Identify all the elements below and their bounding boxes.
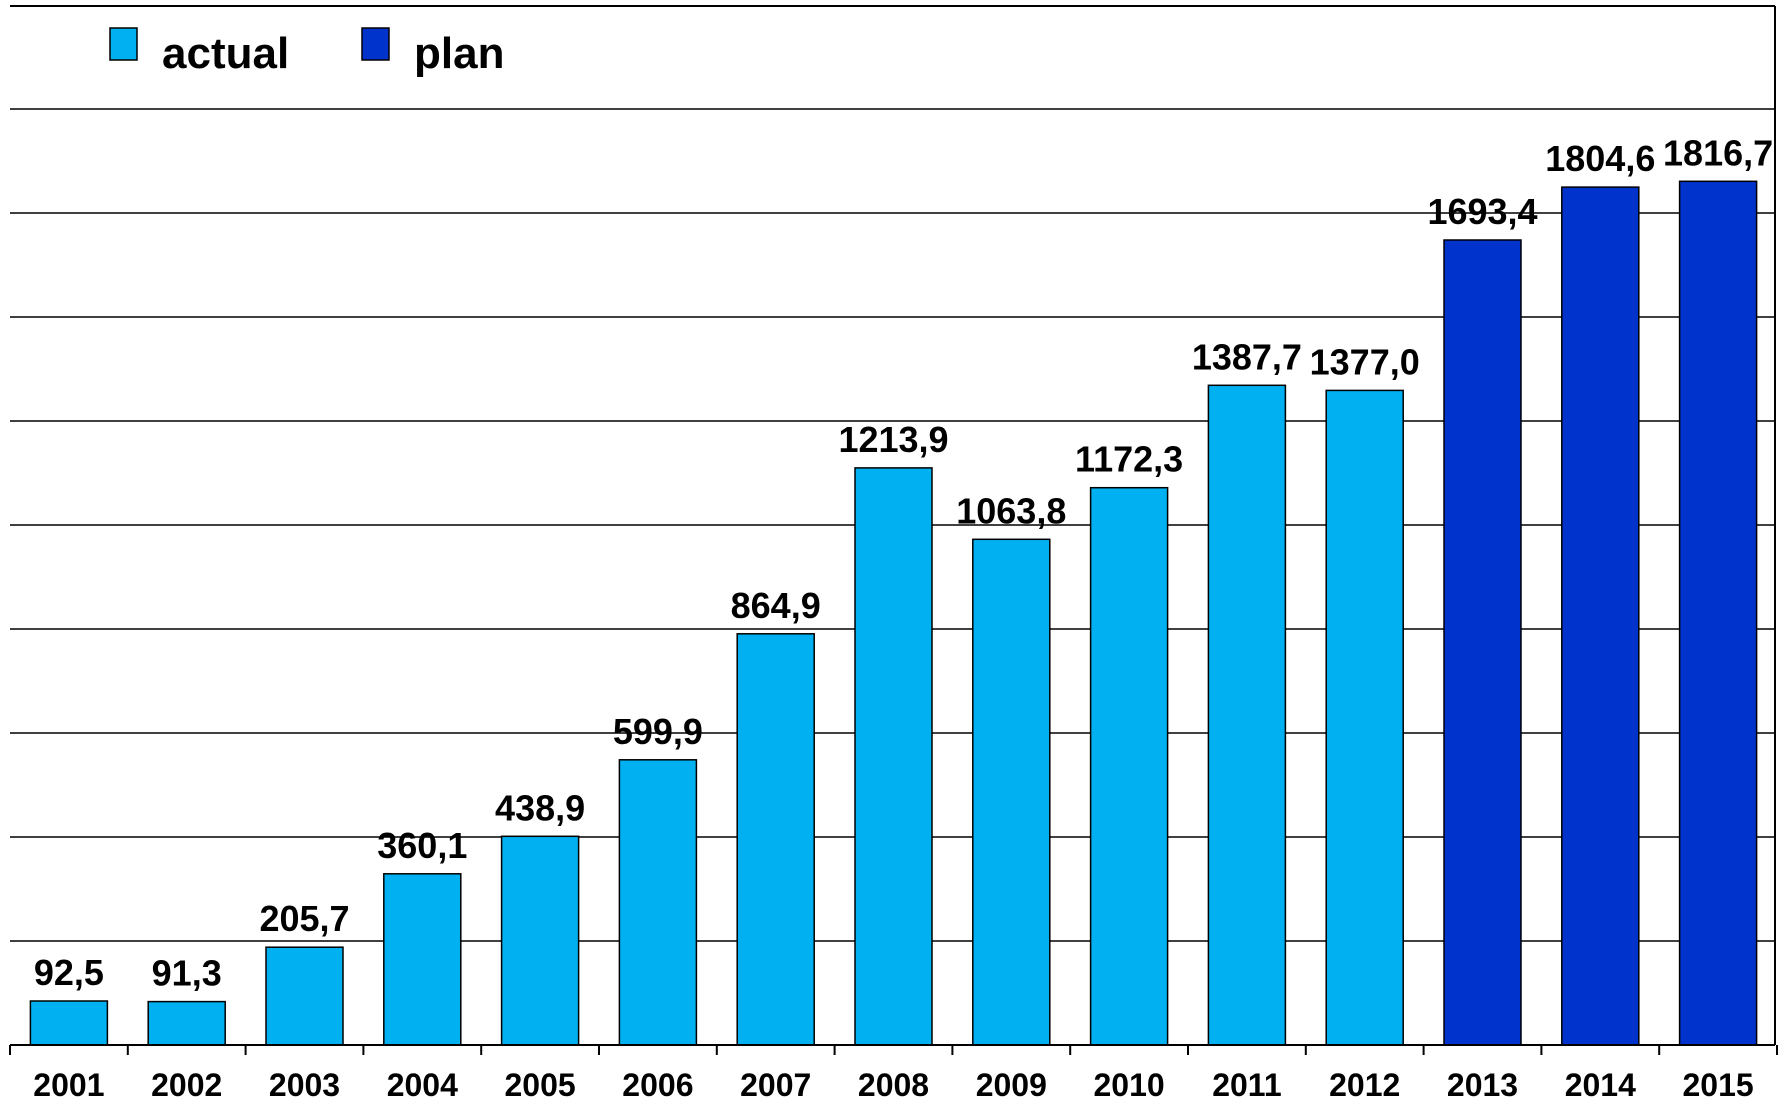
x-axis-ticks: 2001 2002 2003 2004 2005 2006 2007 2008 2009 2010…: [9, 1045, 1778, 1103]
x-tick-label-2013: 2013: [1447, 1067, 1518, 1103]
legend-label-actual: actual: [162, 29, 289, 78]
x-tick-label-2002: 2002: [151, 1067, 222, 1103]
x-tick-label-2006: 2006: [622, 1067, 693, 1103]
x-tick-label-2005: 2005: [505, 1067, 576, 1103]
legend-swatch-plan: [361, 27, 390, 61]
legend-label-plan: plan: [414, 29, 504, 78]
bar-2015: [1678, 180, 1758, 1046]
bar-value-labels: 92,5 91,3205,7360,1438,9599,9864,91213,91…: [34, 132, 1773, 993]
bar-2014: [1561, 186, 1640, 1046]
bar-value-label-2011: 1387,7: [1192, 336, 1302, 377]
bars: [29, 180, 1758, 1046]
bar-2001: [29, 1000, 109, 1046]
x-tick-label-2009: 2009: [976, 1067, 1047, 1103]
bar-2011: [1207, 384, 1287, 1046]
bar-2005: [500, 835, 580, 1046]
bar-value-label-2010: 1172,3: [1075, 439, 1183, 480]
bar-2013: [1443, 239, 1522, 1046]
bar-2004: [383, 873, 462, 1046]
bar-value-label-2001: 92,5: [34, 952, 104, 993]
bar-value-label-2009: 1063,8: [956, 490, 1066, 531]
bar-2002: [147, 1000, 226, 1046]
bar-value-label-2003: 205,7: [259, 898, 349, 939]
bar-2003: [265, 946, 344, 1046]
bar-2007: [736, 633, 815, 1046]
bar-2010: [1089, 486, 1169, 1046]
x-tick-label-2007: 2007: [740, 1067, 811, 1103]
x-tick-label-2014: 2014: [1565, 1067, 1636, 1103]
x-tick-label-2010: 2010: [1094, 1067, 1165, 1103]
bar-value-label-2005: 438,9: [495, 787, 585, 828]
x-tick-label-2008: 2008: [858, 1067, 929, 1103]
x-tick-label-2015: 2015: [1683, 1067, 1754, 1103]
bar-value-label-2008: 1213,9: [838, 419, 948, 460]
x-tick-label-2012: 2012: [1329, 1067, 1400, 1103]
x-tick-label-2001: 2001: [33, 1067, 104, 1103]
bar-value-label-2002: 91,3: [152, 953, 222, 994]
bar-2009: [972, 538, 1051, 1046]
bar-value-label-2004: 360,1: [377, 825, 467, 866]
bar-value-label-2006: 599,9: [613, 711, 703, 752]
bar-2008: [854, 467, 933, 1046]
bar-2006: [618, 759, 698, 1046]
x-tick-label-2011: 2011: [1212, 1067, 1281, 1103]
x-tick-label-2004: 2004: [387, 1067, 458, 1103]
legend: actual plan: [109, 27, 504, 78]
x-tick-label-2003: 2003: [269, 1067, 340, 1103]
bar-value-label-2015: 1816,7: [1663, 132, 1773, 173]
bar-2012: [1325, 389, 1404, 1046]
axes: [10, 5, 1776, 1046]
legend-swatch-actual: [109, 27, 138, 61]
bar-value-label-2013: 1693,4: [1427, 191, 1537, 232]
bar-value-label-2007: 864,9: [731, 585, 821, 626]
bar-value-label-2012: 1377,0: [1310, 341, 1420, 382]
bar-value-label-2014: 1804,6: [1545, 138, 1655, 179]
